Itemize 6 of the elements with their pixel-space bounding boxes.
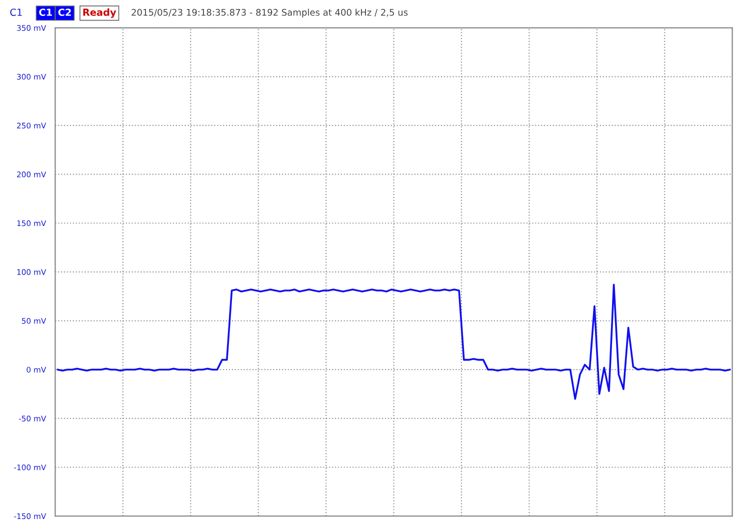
text: C1: [39, 8, 52, 16]
text: C2: [58, 8, 71, 16]
text: C1: [10, 8, 22, 16]
line-series: [56, 284, 731, 400]
chart-title: 2015/05/23 19:18:35.873 - 8192 Samples at 400 kHz / 2,5 us: [132, 8, 408, 18]
text: Ready: [83, 8, 116, 18]
